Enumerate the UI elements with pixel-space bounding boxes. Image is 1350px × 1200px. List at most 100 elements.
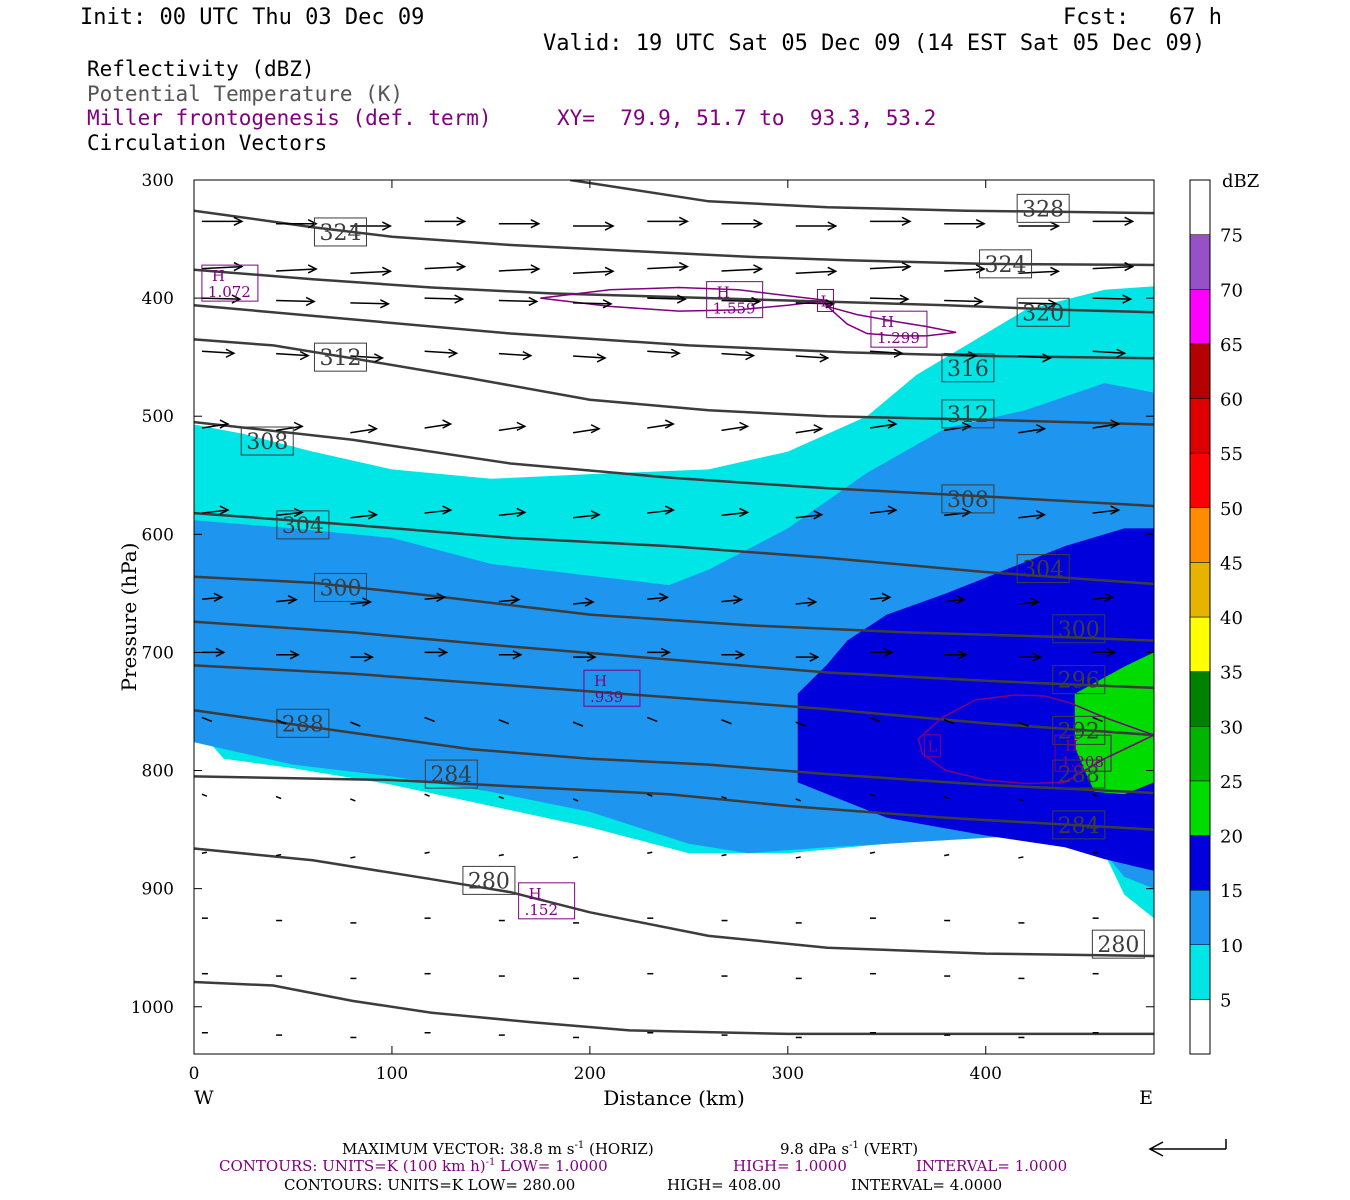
circulation-vector [721,853,727,857]
svg-text:H: H [529,885,542,903]
theta-contour [569,180,1154,215]
svg-text:284: 284 [1058,814,1100,839]
circulation-vector [424,419,453,429]
y-tick-label: 1000 [131,998,174,1018]
colorbar-label: 25 [1220,772,1243,793]
circulation-vector [869,216,912,227]
forecast-hour: Fcst: 67 h [1063,5,1222,30]
east-label: E [1139,1087,1153,1109]
circulation-vector [869,592,892,602]
circulation-vector [276,264,318,274]
circulation-vector [1018,510,1047,520]
circulation-vector [795,424,824,434]
colorbar-label: 50 [1220,499,1243,520]
circulation-vector [795,353,830,363]
y-tick-label: 700 [142,643,174,663]
theta-contour-label: 312 [313,342,367,372]
circulation-vector [795,721,807,727]
colorbar-swatch [1189,616,1211,672]
y-tick-label: 400 [142,289,174,309]
circulation-vector [795,221,838,231]
colorbar-swatch [1189,398,1211,454]
colorbar-label: 20 [1220,827,1243,848]
circulation-vector [201,716,213,723]
colorbar-swatch [1189,999,1211,1055]
circulation-vector [721,650,746,660]
circulation-vector [276,650,300,660]
colorbar-swatch [1189,562,1211,618]
svg-text:292: 292 [1058,719,1100,744]
y-axis-title: Pressure (hPa) [117,543,141,692]
svg-text:308: 308 [246,430,288,455]
circulation-vector [869,505,898,515]
colorbar-label: 30 [1220,717,1243,738]
theta-contour-label: 308 [240,426,294,456]
circulation-vector [943,719,955,725]
frontogenesis-marker: H1.559 [706,281,764,319]
theta-contour [194,209,1154,267]
circulation-vector [572,721,584,727]
theta-contour-label: 324 [979,249,1033,279]
circulation-vector [1092,294,1133,304]
circulation-vector [498,421,527,432]
circulation-vector [276,219,318,229]
theta-contour-label: 284 [1052,810,1106,840]
circulation-vector [721,264,764,274]
svg-text:288: 288 [282,712,324,737]
circulation-vector [721,594,744,605]
circulation-vector [350,721,361,727]
circulation-vector [276,296,316,307]
circulation-vector [869,419,898,429]
circulation-vector [1092,348,1127,358]
y-tick-label: 500 [142,407,174,427]
circulation-vector [646,716,658,723]
theta-contour-label: 284 [424,759,478,789]
circulation-vector [276,350,310,361]
y-tick-label: 800 [142,762,174,782]
circulation-vector [944,421,972,432]
circulation-vector [498,719,510,725]
svg-text:1.559: 1.559 [713,300,756,318]
theta-contour-label: 304 [276,510,330,540]
svg-text:312: 312 [947,403,989,428]
circulation-vector [498,350,533,361]
svg-text:H: H [1065,737,1078,755]
circulation-vector [1018,652,1043,662]
colorbar-swatch [1189,671,1211,727]
footer-theta-high: HIGH= 408.00 [667,1176,781,1194]
svg-text:1.299: 1.299 [877,329,920,347]
svg-text:H: H [881,313,894,331]
svg-text:288: 288 [1058,763,1100,788]
theta-contour-label: 316 [941,353,995,383]
init-time: Init: 00 UTC Thu 03 Dec 09 [80,5,425,30]
circulation-vector [1018,798,1024,802]
colorbar-swatch [1189,289,1211,345]
footer-theta-interval: INTERVAL= 4.0000 [851,1176,1002,1194]
circulation-vector [721,296,762,307]
svg-text:280: 280 [1097,933,1139,958]
circulation-vector [721,719,732,725]
x-tick-label: 400 [970,1064,1002,1084]
circulation-vector [350,424,379,434]
circulation-vector [201,294,242,304]
theta-contour-label: 304 [1016,554,1070,584]
circulation-vector [498,219,541,229]
circulation-vector [944,296,984,307]
theta-contour-label: 328 [1016,193,1070,223]
svg-text:1.072: 1.072 [208,283,251,301]
reference-vector-arrow [1148,1139,1227,1157]
circulation-vector [572,856,579,859]
circulation-vector [201,647,226,658]
legend-reflectivity: Reflectivity (dBZ) [87,57,315,81]
circulation-vector [795,510,824,520]
footer-theta-contours: CONTOURS: UNITS=K LOW= 280.00 [284,1176,575,1194]
x-tick-label: 0 [189,1064,200,1084]
plot-frame [193,179,1155,1055]
circulation-vector [572,597,595,607]
frontogenesis-marker: L [923,734,941,758]
circulation-vector [944,594,966,605]
circulation-vector [646,793,653,797]
circulation-vector [424,216,467,227]
colorbar-swatch [1189,835,1211,891]
circulation-vector [350,597,373,607]
